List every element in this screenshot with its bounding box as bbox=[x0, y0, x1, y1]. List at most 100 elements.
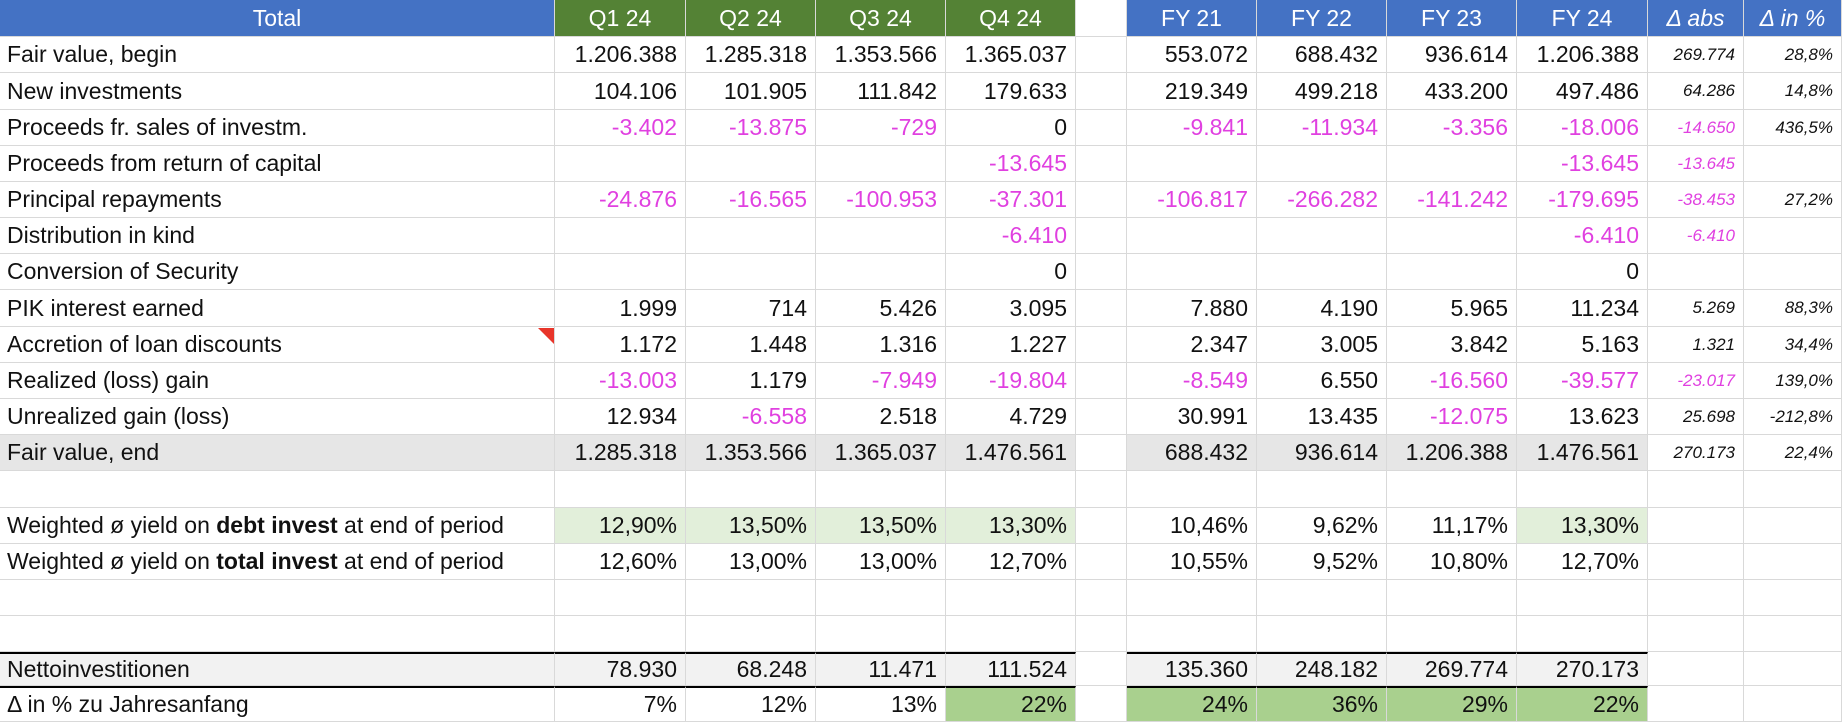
spacer-cell[interactable] bbox=[1076, 146, 1127, 182]
net-year-value[interactable]: 135.360 bbox=[1127, 652, 1257, 686]
quarter-value[interactable]: -19.804 bbox=[946, 363, 1076, 399]
empty-cell[interactable] bbox=[1257, 580, 1387, 616]
year-value[interactable]: 13.623 bbox=[1517, 399, 1648, 435]
empty-cell[interactable] bbox=[1744, 544, 1842, 580]
comment-marker-icon[interactable] bbox=[538, 328, 554, 344]
year-value[interactable] bbox=[1387, 218, 1517, 254]
yield-label[interactable]: Weighted ø yield on debt invest at end o… bbox=[0, 508, 555, 544]
year-value[interactable]: 1.476.561 bbox=[1517, 435, 1648, 471]
empty-cell[interactable] bbox=[1744, 616, 1842, 652]
spacer-cell[interactable] bbox=[1076, 435, 1127, 471]
quarter-value[interactable]: 1.365.037 bbox=[816, 435, 946, 471]
year-value[interactable]: 219.349 bbox=[1127, 73, 1257, 110]
empty-cell[interactable] bbox=[555, 616, 686, 652]
year-value[interactable]: 7.880 bbox=[1127, 290, 1257, 327]
net-year-value[interactable]: 248.182 bbox=[1257, 652, 1387, 686]
year-value[interactable] bbox=[1257, 146, 1387, 182]
year-value[interactable]: 30.991 bbox=[1127, 399, 1257, 435]
spacer-cell[interactable] bbox=[1076, 686, 1127, 722]
year-value[interactable]: -106.817 bbox=[1127, 182, 1257, 218]
quarter-value[interactable]: 1.353.566 bbox=[686, 435, 816, 471]
empty-cell[interactable] bbox=[686, 616, 816, 652]
quarter-value[interactable]: 1.316 bbox=[816, 327, 946, 363]
year-value[interactable]: -6.410 bbox=[1517, 218, 1648, 254]
quarter-value[interactable]: -16.565 bbox=[686, 182, 816, 218]
year-value[interactable]: 11.234 bbox=[1517, 290, 1648, 327]
net-quarter-value[interactable]: 68.248 bbox=[686, 652, 816, 686]
quarter-value[interactable] bbox=[686, 146, 816, 182]
delta-pct-value[interactable] bbox=[1744, 218, 1842, 254]
quarter-value[interactable]: -3.402 bbox=[555, 110, 686, 146]
year-value[interactable]: 433.200 bbox=[1387, 73, 1517, 110]
empty-cell[interactable] bbox=[0, 616, 555, 652]
quarter-value[interactable]: -729 bbox=[816, 110, 946, 146]
empty-cell[interactable] bbox=[1127, 616, 1257, 652]
quarter-value[interactable]: 111.842 bbox=[816, 73, 946, 110]
empty-cell[interactable] bbox=[1744, 580, 1842, 616]
spacer-cell[interactable] bbox=[1076, 363, 1127, 399]
empty-cell[interactable] bbox=[946, 580, 1076, 616]
delta-pct-value[interactable]: 27,2% bbox=[1744, 182, 1842, 218]
empty-cell[interactable] bbox=[1744, 652, 1842, 686]
pct-start-label[interactable]: Δ in % zu Jahresanfang bbox=[0, 686, 555, 722]
empty-cell[interactable] bbox=[555, 580, 686, 616]
empty-cell[interactable] bbox=[816, 471, 946, 508]
header-title[interactable]: Total bbox=[0, 0, 555, 37]
quarter-value[interactable]: 1.227 bbox=[946, 327, 1076, 363]
spacer-cell[interactable] bbox=[1076, 327, 1127, 363]
header-year[interactable]: FY 22 bbox=[1257, 0, 1387, 37]
year-value[interactable]: 936.614 bbox=[1387, 37, 1517, 73]
net-quarter-value[interactable]: 111.524 bbox=[946, 652, 1076, 686]
pct-start-quarter-value[interactable]: 13% bbox=[816, 686, 946, 722]
quarter-value[interactable]: 3.095 bbox=[946, 290, 1076, 327]
empty-cell[interactable] bbox=[1648, 471, 1744, 508]
quarter-value[interactable]: 1.172 bbox=[555, 327, 686, 363]
year-value[interactable]: 688.432 bbox=[1257, 37, 1387, 73]
row-label[interactable]: Fair value, begin bbox=[0, 37, 555, 73]
quarter-value[interactable]: -7.949 bbox=[816, 363, 946, 399]
spacer-cell[interactable] bbox=[1076, 399, 1127, 435]
yield-quarter-value[interactable]: 13,30% bbox=[946, 508, 1076, 544]
quarter-value[interactable]: -37.301 bbox=[946, 182, 1076, 218]
delta-pct-value[interactable]: 34,4% bbox=[1744, 327, 1842, 363]
quarter-value[interactable]: 179.633 bbox=[946, 73, 1076, 110]
quarter-value[interactable]: -13.003 bbox=[555, 363, 686, 399]
empty-cell[interactable] bbox=[1648, 616, 1744, 652]
quarter-value[interactable]: -6.558 bbox=[686, 399, 816, 435]
yield-label[interactable]: Weighted ø yield on total invest at end … bbox=[0, 544, 555, 580]
year-value[interactable] bbox=[1257, 254, 1387, 290]
empty-cell[interactable] bbox=[686, 580, 816, 616]
year-value[interactable]: 2.347 bbox=[1127, 327, 1257, 363]
delta-pct-value[interactable] bbox=[1744, 254, 1842, 290]
spacer-cell[interactable] bbox=[1076, 652, 1127, 686]
quarter-value[interactable]: 1.448 bbox=[686, 327, 816, 363]
row-label[interactable]: Realized (loss) gain bbox=[0, 363, 555, 399]
delta-abs-value[interactable] bbox=[1648, 254, 1744, 290]
delta-abs-value[interactable]: 270.173 bbox=[1648, 435, 1744, 471]
empty-cell[interactable] bbox=[1744, 471, 1842, 508]
empty-cell[interactable] bbox=[1648, 508, 1744, 544]
spacer-cell[interactable] bbox=[1076, 508, 1127, 544]
row-label[interactable]: Conversion of Security bbox=[0, 254, 555, 290]
quarter-value[interactable]: 1.206.388 bbox=[555, 37, 686, 73]
quarter-value[interactable]: -100.953 bbox=[816, 182, 946, 218]
empty-cell[interactable] bbox=[1076, 616, 1127, 652]
header-delta-pct[interactable]: Δ in % bbox=[1744, 0, 1842, 37]
empty-cell[interactable] bbox=[816, 616, 946, 652]
yield-year-value[interactable]: 10,55% bbox=[1127, 544, 1257, 580]
year-value[interactable]: -13.645 bbox=[1517, 146, 1648, 182]
quarter-value[interactable]: 0 bbox=[946, 110, 1076, 146]
empty-cell[interactable] bbox=[1744, 686, 1842, 722]
row-label[interactable]: Unrealized gain (loss) bbox=[0, 399, 555, 435]
yield-year-value[interactable]: 10,80% bbox=[1387, 544, 1517, 580]
yield-quarter-value[interactable]: 12,70% bbox=[946, 544, 1076, 580]
quarter-value[interactable] bbox=[816, 254, 946, 290]
delta-abs-value[interactable]: 25.698 bbox=[1648, 399, 1744, 435]
quarter-value[interactable]: 101.905 bbox=[686, 73, 816, 110]
pct-start-year-value[interactable]: 29% bbox=[1387, 686, 1517, 722]
quarter-value[interactable]: 1.999 bbox=[555, 290, 686, 327]
year-value[interactable]: -179.695 bbox=[1517, 182, 1648, 218]
net-quarter-value[interactable]: 11.471 bbox=[816, 652, 946, 686]
year-value[interactable] bbox=[1387, 146, 1517, 182]
year-value[interactable]: 3.842 bbox=[1387, 327, 1517, 363]
